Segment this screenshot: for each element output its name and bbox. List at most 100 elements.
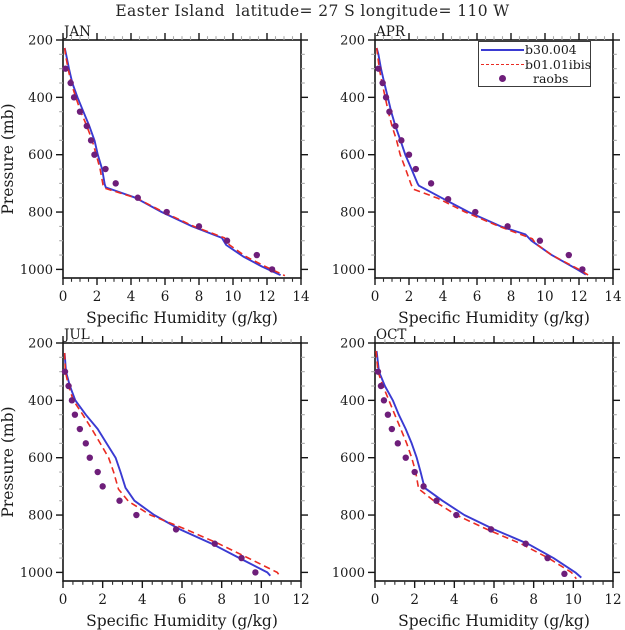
raobs-dot	[394, 440, 402, 447]
legend-box: b30.004 b01.01ibis raobs	[478, 41, 591, 87]
y-tick-label: 600	[28, 451, 53, 466]
chart-oct: 0 2 4 6 8 10 12 200 400 600 800 1000 OCT Specific Hum…	[332, 327, 622, 630]
x-axis-title: Specific Humidity (g/kg)	[86, 612, 278, 630]
dashed-line-swatch	[479, 63, 525, 65]
raobs-dot	[71, 411, 79, 418]
dot-swatch	[479, 75, 525, 82]
raobs-dot	[380, 397, 388, 404]
plot-frame	[374, 342, 614, 582]
chart-jul: 0 2 4 6 8 10 12 200 400 600 800 1000 JUL Specific Hum…	[0, 327, 310, 630]
raobs-dot	[134, 194, 141, 201]
raobs-dot	[76, 108, 84, 115]
legend-entry-b0101ibis: b01.01ibis	[479, 56, 592, 72]
y-tick-label: 400	[28, 394, 53, 409]
raobs-dot	[398, 137, 405, 144]
raobs-dot	[238, 554, 245, 562]
raobs-dot	[411, 468, 418, 476]
raobs-dot	[87, 137, 95, 144]
raobs-dot	[487, 526, 495, 533]
x-tick-label: 8	[529, 592, 538, 608]
raobs-dot	[444, 195, 452, 203]
y-tick-label: 200	[28, 34, 53, 49]
raobs-dot	[375, 65, 382, 72]
raobs-dot	[253, 251, 260, 259]
y-tick-label: 800	[340, 206, 365, 221]
x-tick-label: 2	[98, 592, 107, 608]
raobs-dot	[433, 497, 440, 504]
raobs-dot	[65, 382, 72, 390]
raobs-dot	[377, 382, 385, 390]
x-tick-label: 6	[178, 592, 187, 608]
raobs-dot	[112, 180, 119, 187]
legend-entry-b30004: b30.004	[479, 43, 590, 57]
raobs-dot	[536, 237, 544, 244]
x-tick-label: 6	[161, 289, 170, 305]
series-line-b01.01ibis	[375, 350, 577, 580]
x-tick-label: 4	[439, 289, 448, 305]
y-tick-label: 1000	[20, 263, 53, 278]
raobs-dot	[374, 368, 382, 375]
x-tick-label: 8	[195, 289, 204, 305]
x-tick-label: 8	[217, 592, 226, 608]
panel-month-label: APR	[375, 24, 406, 40]
x-tick-label: 12	[292, 592, 309, 608]
raobs-dot	[522, 540, 529, 547]
y-tick-label: 600	[340, 148, 365, 163]
x-tick-label: 4	[450, 592, 459, 608]
raobs-dot	[172, 526, 180, 533]
raobs-dot	[62, 65, 69, 72]
plot-frame	[62, 342, 302, 582]
chart-jan: 0 2 4 6 8 10 12 14 200 400 600 800 1000 JAN Specific H…	[0, 24, 310, 327]
raobs-dot	[386, 108, 393, 115]
raobs-dot	[83, 122, 91, 130]
raobs-dot	[99, 483, 106, 490]
x-tick-label: 2	[405, 289, 414, 305]
series-line-b30.004	[375, 47, 587, 276]
x-tick-label: 10	[565, 592, 582, 608]
x-tick-label: 6	[473, 289, 482, 305]
raobs-dot	[91, 151, 98, 158]
series-line-b30.004	[63, 352, 272, 577]
raobs-dot	[223, 237, 231, 244]
y-axis-title: Pressure (mb)	[0, 406, 17, 517]
raobs-dot	[211, 540, 218, 547]
x-axis-title: Specific Humidity (g/kg)	[398, 309, 590, 327]
raobs-dot	[565, 251, 572, 259]
raobs-dot	[163, 208, 170, 216]
legend-label: b01.01ibis	[525, 56, 592, 72]
x-tick-label: 0	[371, 289, 380, 305]
raobs-dot	[412, 165, 419, 173]
raobs-dot	[420, 483, 427, 490]
x-tick-label: 4	[138, 592, 147, 608]
y-tick-label: 200	[28, 337, 53, 352]
x-tick-label: 10	[253, 592, 270, 608]
raobs-dot	[427, 180, 435, 187]
x-tick-label: 4	[127, 289, 136, 305]
y-tick-label: 800	[28, 206, 53, 221]
raobs-dot	[579, 266, 586, 273]
panel-month-label: JAN	[62, 24, 91, 40]
y-tick-label: 800	[28, 509, 53, 524]
raobs-dot	[384, 411, 392, 418]
y-tick-label: 200	[340, 34, 365, 49]
raobs-dot	[379, 79, 386, 87]
y-axis-title: Pressure (mb)	[0, 103, 17, 214]
y-tick-label: 200	[340, 337, 365, 352]
x-tick-label: 12	[258, 289, 275, 305]
y-tick-label: 400	[340, 91, 365, 106]
y-tick-label: 1000	[332, 566, 365, 581]
raobs-dot	[382, 94, 390, 101]
raobs-dot	[561, 570, 568, 578]
legend-entry-raobs: raobs	[479, 72, 590, 86]
raobs-dot	[82, 440, 90, 447]
x-tick-label: 14	[292, 289, 309, 305]
legend-label: b30.004	[525, 42, 577, 57]
x-tick-label: 10	[224, 289, 241, 305]
x-tick-label: 0	[371, 592, 380, 608]
raobs-dot	[86, 454, 93, 461]
raobs-dot	[268, 266, 276, 273]
series-line-b01.01ibis	[63, 352, 281, 577]
raobs-dot	[116, 497, 123, 504]
legend-label: raobs	[533, 71, 569, 86]
y-tick-label: 400	[28, 91, 53, 106]
